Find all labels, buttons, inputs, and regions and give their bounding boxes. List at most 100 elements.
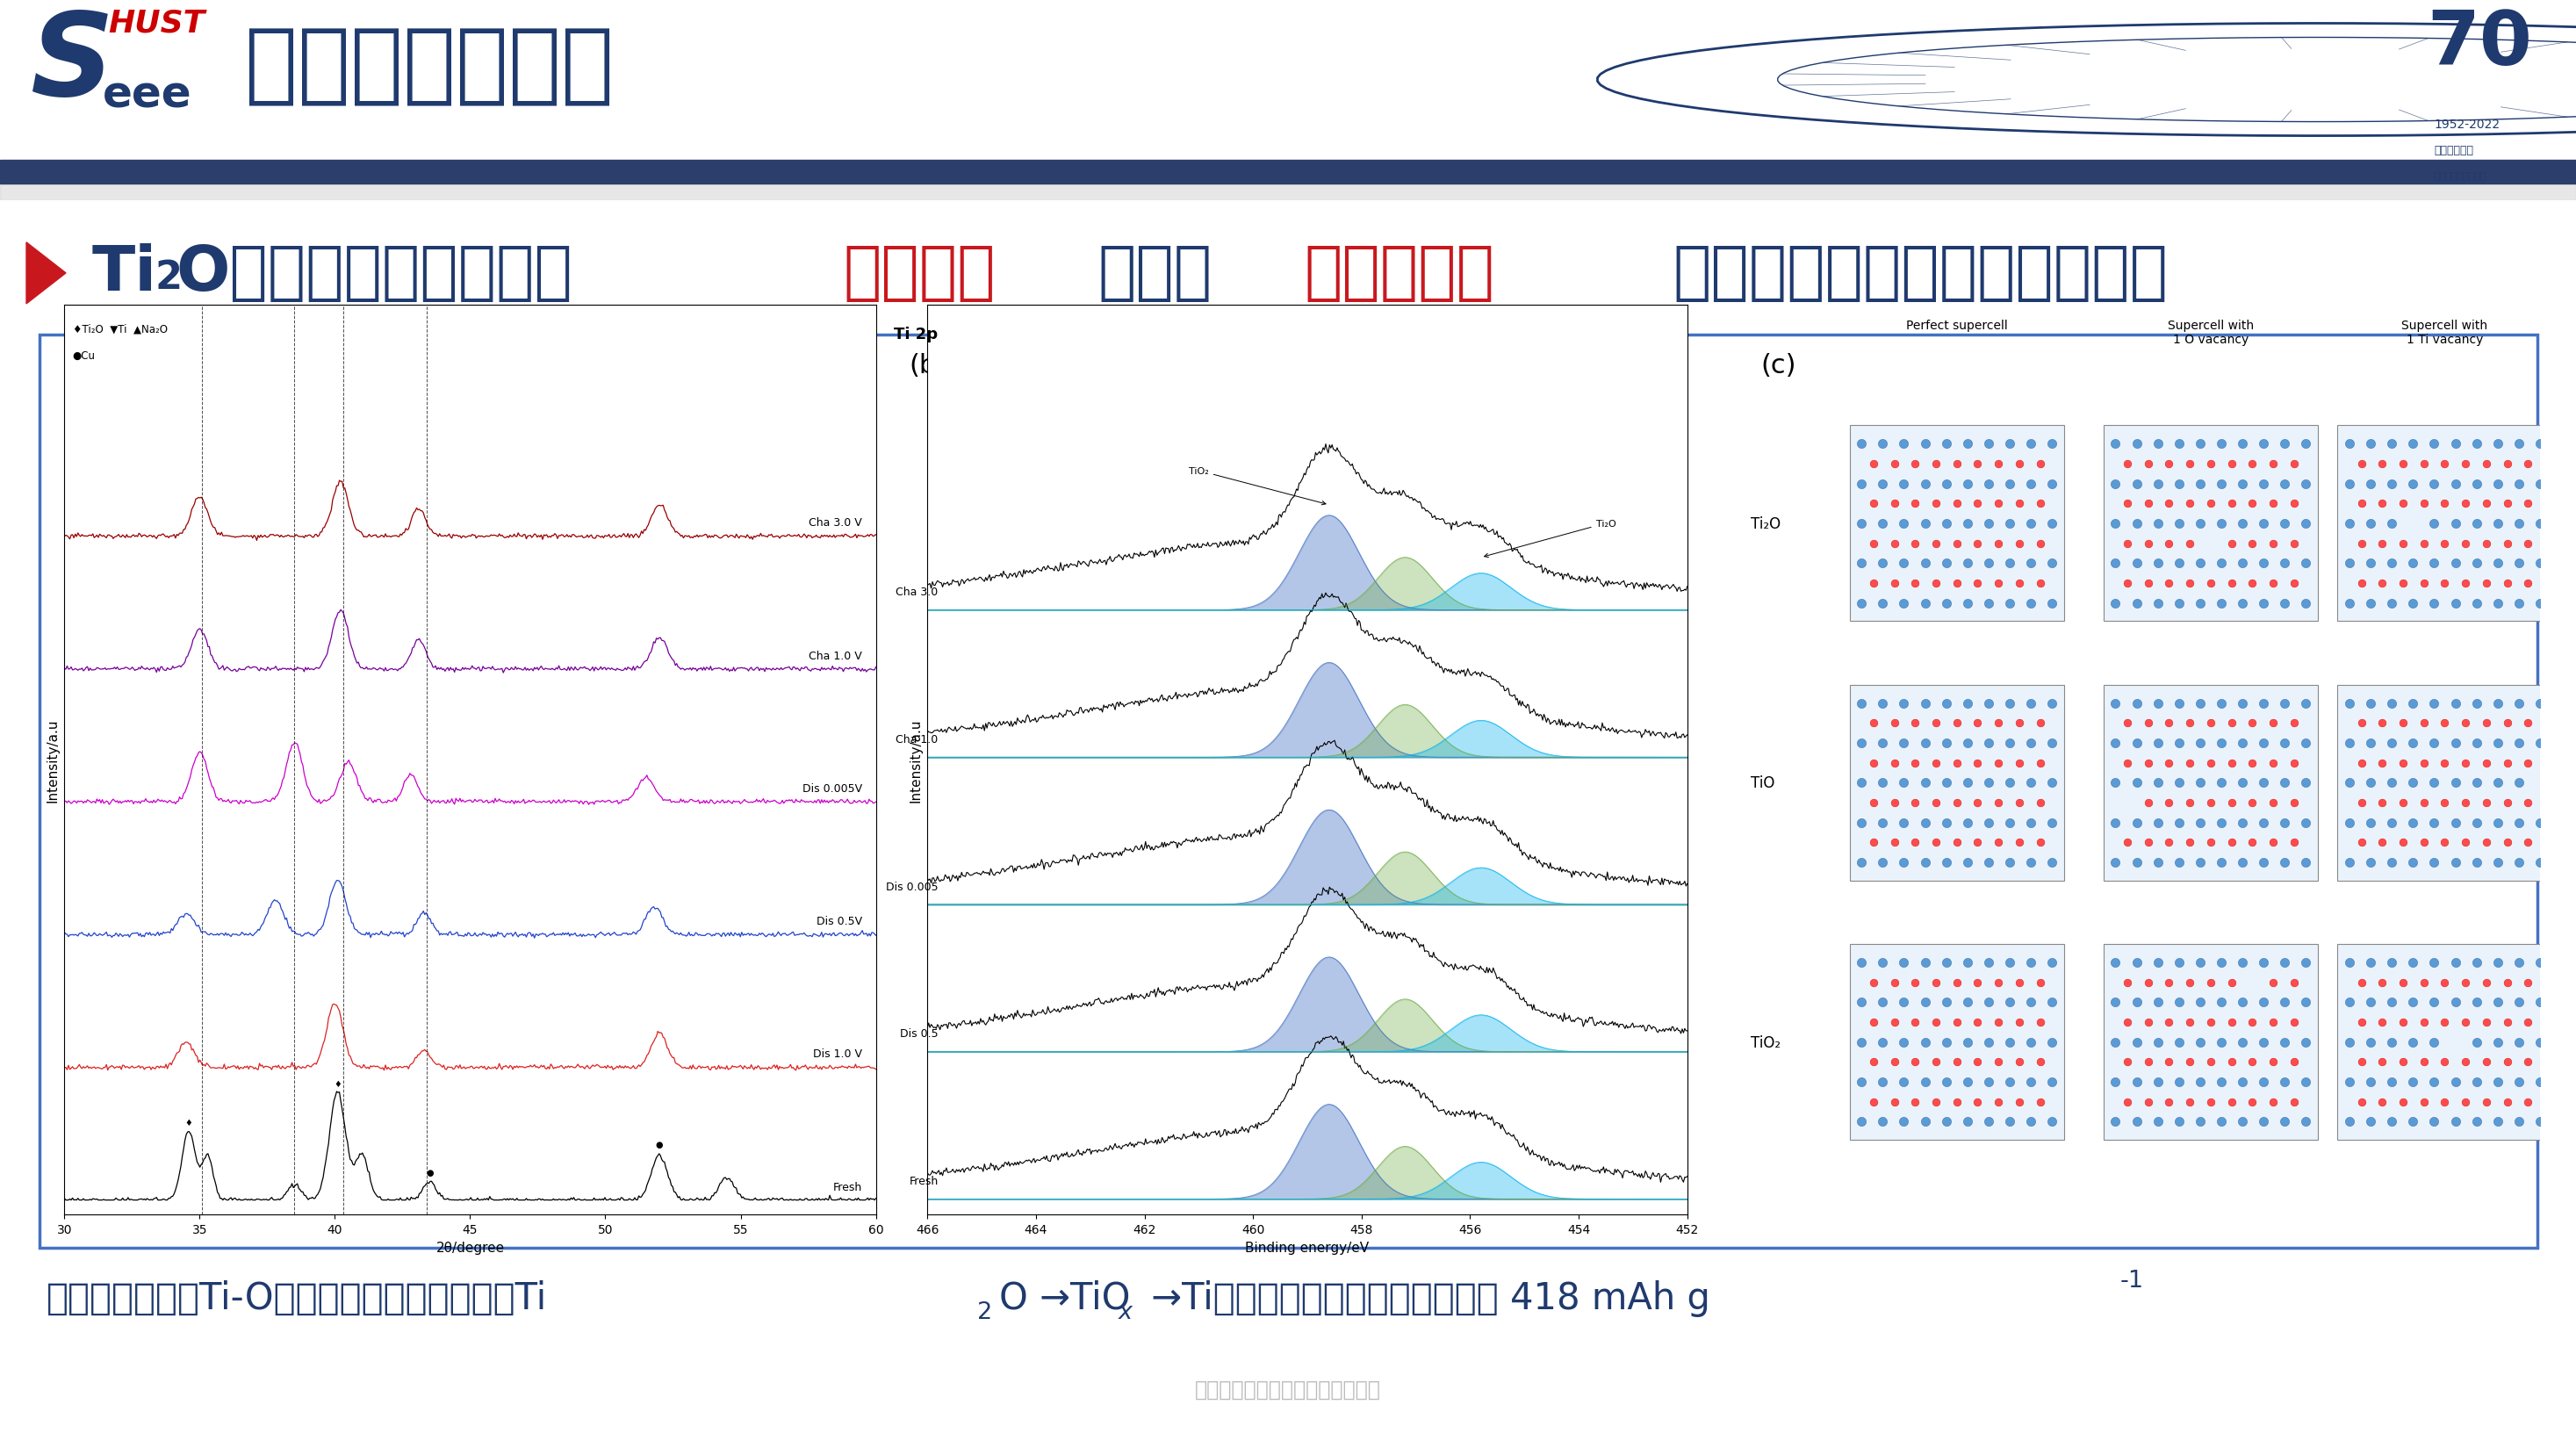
Text: Fresh: Fresh <box>832 1181 863 1192</box>
Point <box>2414 1110 2455 1133</box>
Point <box>2342 970 2383 994</box>
Point <box>2221 551 2264 575</box>
Point <box>2138 991 2179 1014</box>
Point <box>2128 453 2169 476</box>
Point <box>1852 1051 1893 1074</box>
Text: S: S <box>31 9 113 119</box>
Point <box>2009 691 2050 714</box>
Point <box>1968 592 2009 615</box>
Point <box>1947 691 1989 714</box>
Point <box>2506 970 2548 994</box>
Point <box>2009 592 2050 615</box>
Point <box>1883 473 1924 496</box>
Point <box>2115 1030 2156 1053</box>
Point <box>2499 691 2540 714</box>
Point <box>1893 453 1935 476</box>
Point <box>2179 592 2221 615</box>
Point <box>2455 432 2496 455</box>
Point <box>2445 831 2486 854</box>
Point <box>2499 551 2540 575</box>
Point <box>1883 1110 1924 1133</box>
Point <box>2159 1110 2200 1133</box>
Point <box>1999 1090 2040 1113</box>
Point <box>1999 711 2040 735</box>
Point <box>2264 771 2306 794</box>
Point <box>1978 453 2020 476</box>
Point <box>2275 533 2316 556</box>
Point <box>2506 572 2548 595</box>
Point <box>2349 851 2391 874</box>
Point <box>2506 533 2548 556</box>
Point <box>2285 432 2326 455</box>
Point <box>2020 711 2061 735</box>
Point <box>1947 551 1989 575</box>
Point <box>2445 1051 2486 1074</box>
Point <box>1852 711 1893 735</box>
Point <box>2329 991 2370 1014</box>
Point <box>1978 1011 2020 1035</box>
Point <box>2190 572 2231 595</box>
Point <box>1968 691 2009 714</box>
Point <box>1968 512 2009 535</box>
Point <box>1947 771 1989 794</box>
Point <box>2519 551 2561 575</box>
Point <box>2115 851 2156 874</box>
Point <box>2486 1090 2527 1113</box>
Point <box>1968 432 2009 455</box>
Point <box>1989 512 2030 535</box>
Text: Dis 1.0 V: Dis 1.0 V <box>814 1048 863 1059</box>
Point <box>1883 551 1924 575</box>
Point <box>1873 751 1914 774</box>
Point <box>1893 572 1935 595</box>
Point <box>2499 512 2540 535</box>
Point <box>2362 970 2403 994</box>
Point <box>2465 792 2506 815</box>
Point <box>2424 751 2465 774</box>
Point <box>2148 792 2190 815</box>
Point <box>2478 771 2519 794</box>
Text: (b): (b) <box>909 352 945 378</box>
Point <box>2200 771 2241 794</box>
Point <box>2210 751 2251 774</box>
Point <box>2159 952 2200 975</box>
Point <box>2190 1051 2231 1074</box>
Point <box>2244 592 2285 615</box>
Text: O →TiO: O →TiO <box>999 1279 1131 1317</box>
Point <box>2159 991 2200 1014</box>
Point <box>1927 551 1968 575</box>
Point <box>2210 453 2251 476</box>
Point <box>2499 1030 2540 1053</box>
Point <box>2128 1051 2169 1074</box>
Point <box>2094 592 2136 615</box>
Point <box>2486 533 2527 556</box>
Point <box>2094 432 2136 455</box>
Point <box>2342 1090 2383 1113</box>
Point <box>1947 991 1989 1014</box>
Point <box>2403 533 2445 556</box>
Point <box>2478 1030 2519 1053</box>
Point <box>2285 473 2326 496</box>
Point <box>2020 970 2061 994</box>
Point <box>2128 572 2169 595</box>
Text: →Ti可逆转换反应，理论容量高达 418 mAh g: →Ti可逆转换反应，理论容量高达 418 mAh g <box>1141 1279 1710 1317</box>
Point <box>2128 1090 2169 1113</box>
Point <box>2200 1030 2241 1053</box>
Point <box>2210 1011 2251 1035</box>
Point <box>1904 1030 1945 1053</box>
Point <box>1862 952 1904 975</box>
Point <box>1862 991 1904 1014</box>
Point <box>2445 572 2486 595</box>
Point <box>1947 851 1989 874</box>
Point <box>2434 473 2476 496</box>
Point <box>1958 453 1999 476</box>
Point <box>2210 533 2251 556</box>
Point <box>2329 1030 2370 1053</box>
Point <box>2506 1051 2548 1074</box>
Point <box>2519 732 2561 755</box>
Point <box>2094 473 2136 496</box>
Point <box>2244 952 2285 975</box>
Point <box>2465 1090 2506 1113</box>
Point <box>1842 991 1883 1014</box>
Point <box>2138 732 2179 755</box>
Text: Ti₂O: Ti₂O <box>1484 519 1615 557</box>
